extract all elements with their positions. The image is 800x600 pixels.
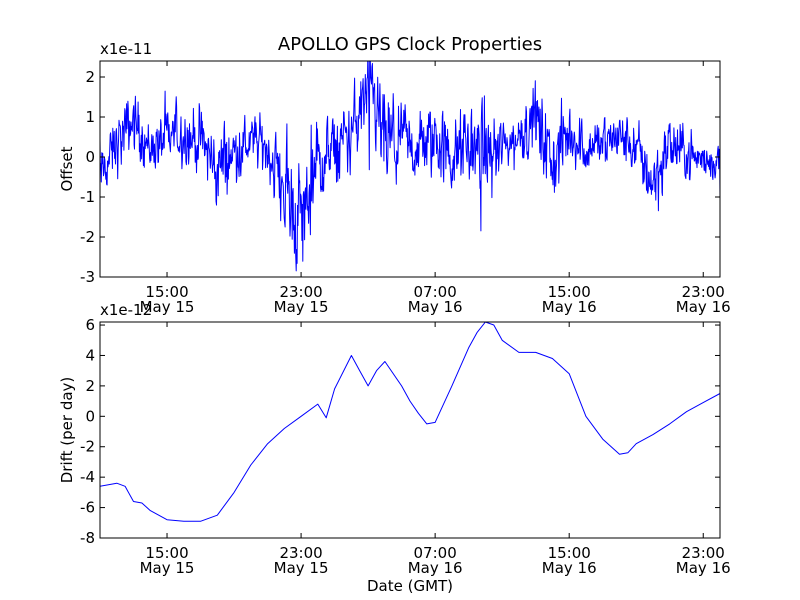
x-tick-time-label: 07:00 <box>414 283 457 301</box>
y-tick-label: 4 <box>85 346 95 364</box>
y-tick-label: 2 <box>85 377 95 395</box>
y-tick-label: -1 <box>80 188 95 206</box>
x-tick-time-label: 15:00 <box>548 544 591 562</box>
x-tick-time-label: 23:00 <box>279 283 322 301</box>
x-tick-time-label: 23:00 <box>682 283 725 301</box>
x-tick-date-label: May 16 <box>676 559 731 577</box>
x-tick-date-label: May 16 <box>676 298 731 316</box>
x-tick-date-label: May 15 <box>274 298 329 316</box>
y-tick-label: -4 <box>80 468 95 486</box>
y-tick-label: -2 <box>80 228 95 246</box>
chart-title: APOLLO GPS Clock Properties <box>278 34 542 55</box>
y-axis-label: Drift (per day) <box>58 377 76 484</box>
x-tick-date-label: May 16 <box>542 298 597 316</box>
y-axis-exponent-label: x1e-12 <box>100 301 152 319</box>
y-tick-label: 0 <box>85 148 95 166</box>
y-tick-label: 0 <box>85 407 95 425</box>
y-axis-label: Offset <box>58 146 76 191</box>
x-tick-time-label: 15:00 <box>145 544 188 562</box>
x-tick-time-label: 23:00 <box>279 544 322 562</box>
x-tick-date-label: May 16 <box>408 559 463 577</box>
x-tick-time-label: 07:00 <box>414 544 457 562</box>
x-tick-time-label: 15:00 <box>548 283 591 301</box>
x-tick-date-label: May 15 <box>274 559 329 577</box>
y-tick-label: -3 <box>80 268 95 286</box>
plot-frame <box>99 60 721 278</box>
y-axis-exponent-label: x1e-11 <box>100 40 152 58</box>
series-line <box>100 322 720 522</box>
y-tick-label: 6 <box>85 316 95 334</box>
y-tick-label: -6 <box>80 499 95 517</box>
y-tick-label: -8 <box>80 529 95 547</box>
x-tick-date-label: May 16 <box>408 298 463 316</box>
series-line <box>100 61 720 272</box>
x-tick-date-label: May 15 <box>140 298 195 316</box>
x-tick-date-label: May 15 <box>140 559 195 577</box>
x-tick-time-label: 15:00 <box>145 283 188 301</box>
x-tick-time-label: 23:00 <box>682 544 725 562</box>
y-tick-label: 1 <box>85 108 95 126</box>
y-tick-label: 2 <box>85 68 95 86</box>
y-tick-label: -2 <box>80 438 95 456</box>
x-axis-label: Date (GMT) <box>367 577 453 595</box>
x-tick-date-label: May 16 <box>542 559 597 577</box>
plot-frame <box>99 321 721 539</box>
